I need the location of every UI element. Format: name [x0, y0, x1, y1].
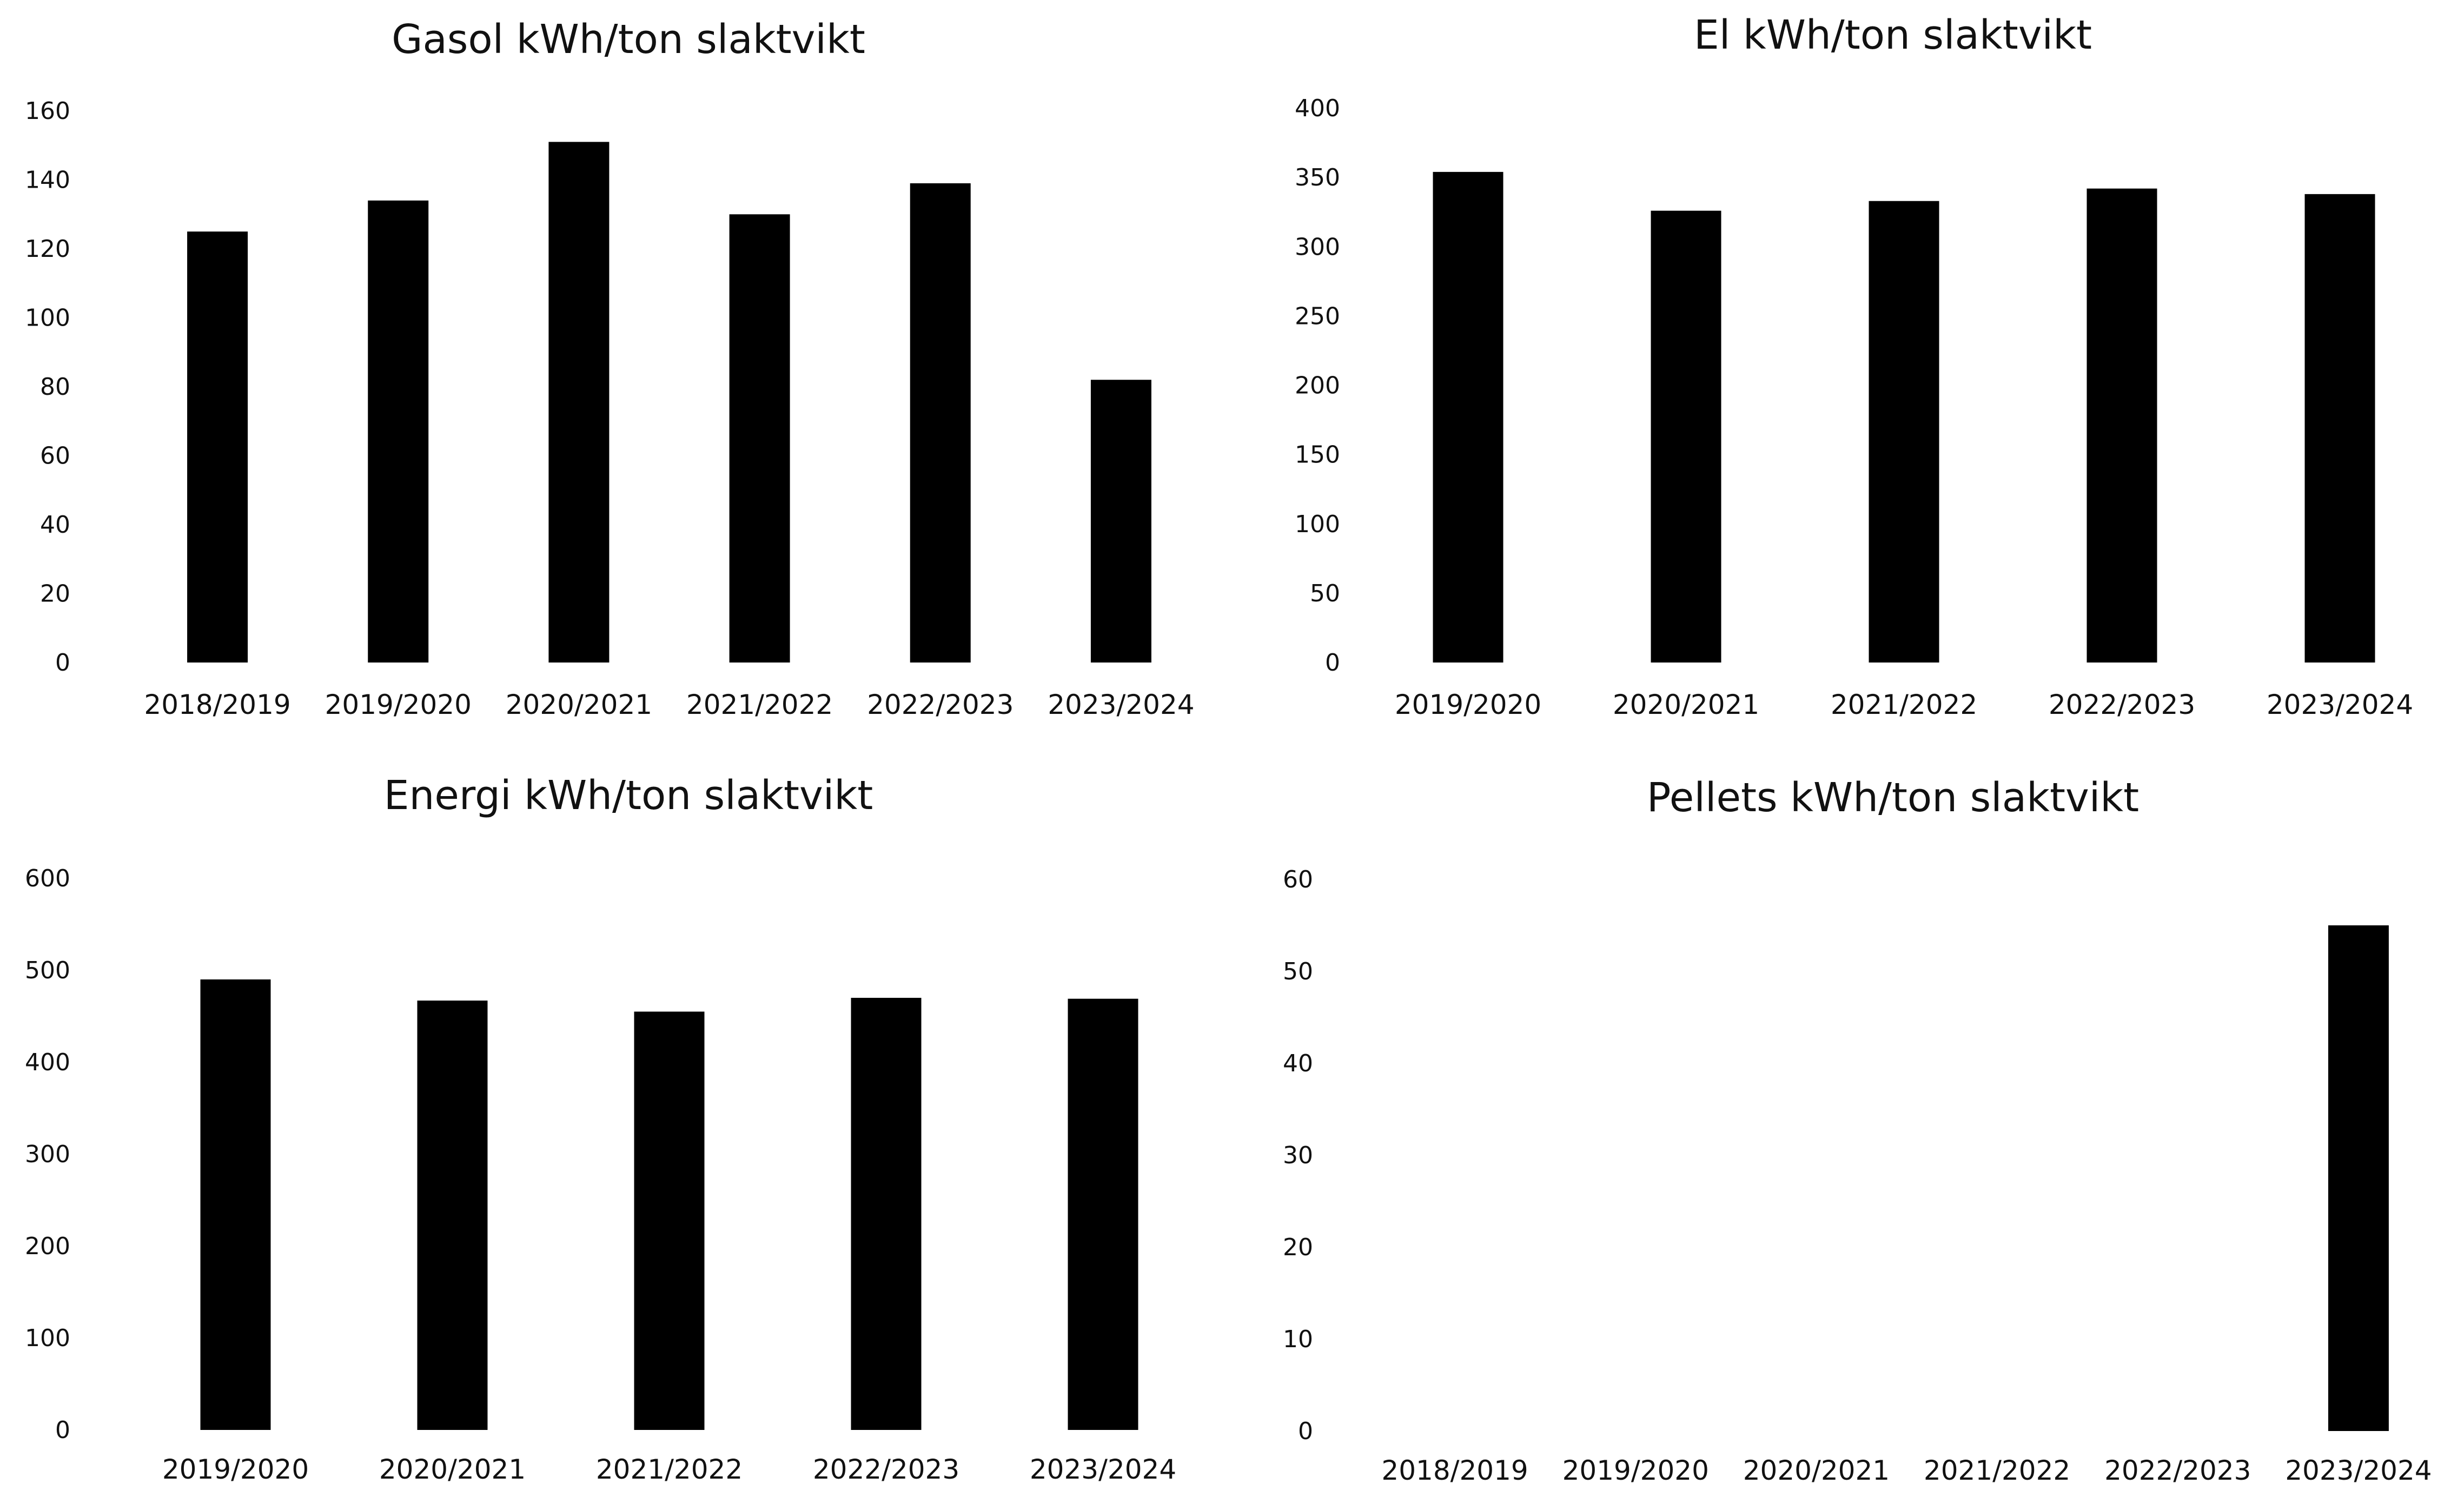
el-y-tick-label: 0	[1325, 649, 1340, 677]
energi-bar	[1068, 998, 1138, 1430]
energi-bar	[417, 1001, 488, 1430]
energi-category-label: 2022/2023	[813, 1454, 959, 1485]
energi-y-tick-label: 300	[25, 1141, 70, 1168]
gasol-category-label: 2018/2019	[144, 689, 290, 720]
pellets-category-label: 2022/2023	[2104, 1455, 2251, 1486]
el-y-tick-label: 150	[1295, 441, 1340, 469]
chart-pellets-svg: Pellets kWh/ton slaktvikt 0 10 20 30 40 50 60 20…	[1283, 774, 2432, 1486]
gasol-bar	[548, 142, 610, 663]
el-category-label: 2020/2021	[1613, 689, 1759, 720]
gasol-bar	[187, 231, 248, 663]
el-chart-title: El kWh/ton slaktvikt	[1694, 12, 2092, 58]
gasol-y-tick-label: 0	[55, 649, 70, 677]
pellets-chart-title: Pellets kWh/ton slaktvikt	[1647, 774, 2139, 821]
el-y-tick-label: 200	[1295, 372, 1340, 400]
pellets-y-tick-label: 10	[1283, 1326, 1313, 1353]
gasol-y-tick-label: 40	[40, 511, 70, 539]
energi-y-tick-label: 200	[25, 1233, 70, 1260]
energi-category-label: 2023/2024	[1030, 1454, 1176, 1485]
gasol-y-tick-label: 20	[40, 580, 70, 608]
energi-y-tick-label: 100	[25, 1324, 70, 1352]
chart-gasol: Gasol kWh/ton slaktvikt 0 20 40 60 80 100 120 14…	[0, 0, 1232, 748]
chart-energi: Energi kWh/ton slaktvikt 0 100 200 300 400 500…	[0, 748, 1232, 1497]
energi-category-label: 2020/2021	[379, 1454, 526, 1485]
el-y-tick-label: 100	[1295, 511, 1340, 538]
el-category-label: 2022/2023	[2049, 689, 2195, 720]
pellets-y-tick-label: 40	[1283, 1050, 1313, 1077]
el-y-tick-label: 350	[1295, 164, 1340, 191]
gasol-category-label: 2022/2023	[867, 689, 1014, 720]
pellets-category-label: 2020/2021	[1743, 1455, 1890, 1486]
energi-y-tick-label: 400	[25, 1049, 70, 1076]
el-bar	[1433, 171, 1503, 663]
energi-bar	[851, 998, 922, 1430]
el-bar	[1869, 201, 1939, 663]
el-bar	[2087, 188, 2157, 663]
chart-el-svg: El kWh/ton slaktvikt 0 50 100 150 200 250 300 35…	[1295, 12, 2413, 720]
el-category-label: 2021/2022	[1831, 689, 1977, 720]
pellets-category-label: 2019/2020	[1562, 1455, 1709, 1486]
gasol-y-tick-label: 80	[40, 373, 70, 401]
el-y-tick-label: 300	[1295, 233, 1340, 261]
gasol-bar	[910, 183, 971, 663]
el-y-tick-label: 400	[1295, 95, 1340, 122]
el-bar	[2304, 194, 2375, 663]
gasol-category-label: 2021/2022	[686, 689, 833, 720]
energi-bar	[200, 979, 271, 1430]
gasol-y-tick-label: 120	[25, 235, 70, 263]
pellets-category-label: 2021/2022	[1924, 1455, 2070, 1486]
pellets-y-tick-label: 30	[1283, 1142, 1313, 1169]
chart-energi-svg: Energi kWh/ton slaktvikt 0 100 200 300 400 500…	[25, 772, 1176, 1485]
chart-el: El kWh/ton slaktvikt 0 50 100 150 200 250 300 35…	[1232, 0, 2464, 748]
energi-category-label: 2019/2020	[162, 1454, 309, 1485]
gasol-y-tick-label: 160	[25, 97, 70, 125]
gasol-y-tick-label: 140	[25, 167, 70, 194]
energi-y-tick-label: 600	[25, 865, 70, 892]
gasol-bar	[368, 200, 429, 663]
pellets-bar	[2328, 925, 2389, 1431]
el-y-tick-label: 50	[1310, 580, 1340, 607]
el-category-label: 2019/2020	[1395, 689, 1541, 720]
gasol-category-label: 2023/2024	[1048, 689, 1194, 720]
pellets-y-tick-label: 0	[1298, 1417, 1313, 1445]
energi-bar	[634, 1011, 705, 1430]
el-category-label: 2023/2024	[2267, 689, 2413, 720]
chart-pellets: Pellets kWh/ton slaktvikt 0 10 20 30 40 50 60 20…	[1232, 748, 2464, 1497]
gasol-y-tick-label: 60	[40, 442, 70, 470]
gasol-y-tick-label: 100	[25, 304, 70, 332]
pellets-category-label: 2023/2024	[2285, 1455, 2432, 1486]
chart-gasol-svg: Gasol kWh/ton slaktvikt 0 20 40 60 80 100 120 14…	[25, 16, 1195, 720]
energi-y-tick-label: 500	[25, 957, 70, 984]
energi-y-tick-label: 0	[55, 1416, 70, 1444]
pellets-y-tick-label: 60	[1283, 866, 1313, 893]
el-bar	[1651, 210, 1721, 663]
energi-chart-title: Energi kWh/ton slaktvikt	[384, 772, 873, 819]
pellets-category-label: 2018/2019	[1381, 1455, 1528, 1486]
gasol-category-label: 2019/2020	[325, 689, 472, 720]
pellets-y-tick-label: 20	[1283, 1234, 1313, 1261]
pellets-y-tick-label: 50	[1283, 958, 1313, 985]
el-y-tick-label: 250	[1295, 302, 1340, 330]
energi-category-label: 2021/2022	[596, 1454, 743, 1485]
gasol-chart-title: Gasol kWh/ton slaktvikt	[392, 16, 865, 63]
gasol-category-label: 2020/2021	[506, 689, 652, 720]
gasol-bar	[1090, 380, 1151, 663]
gasol-bar	[729, 214, 790, 663]
